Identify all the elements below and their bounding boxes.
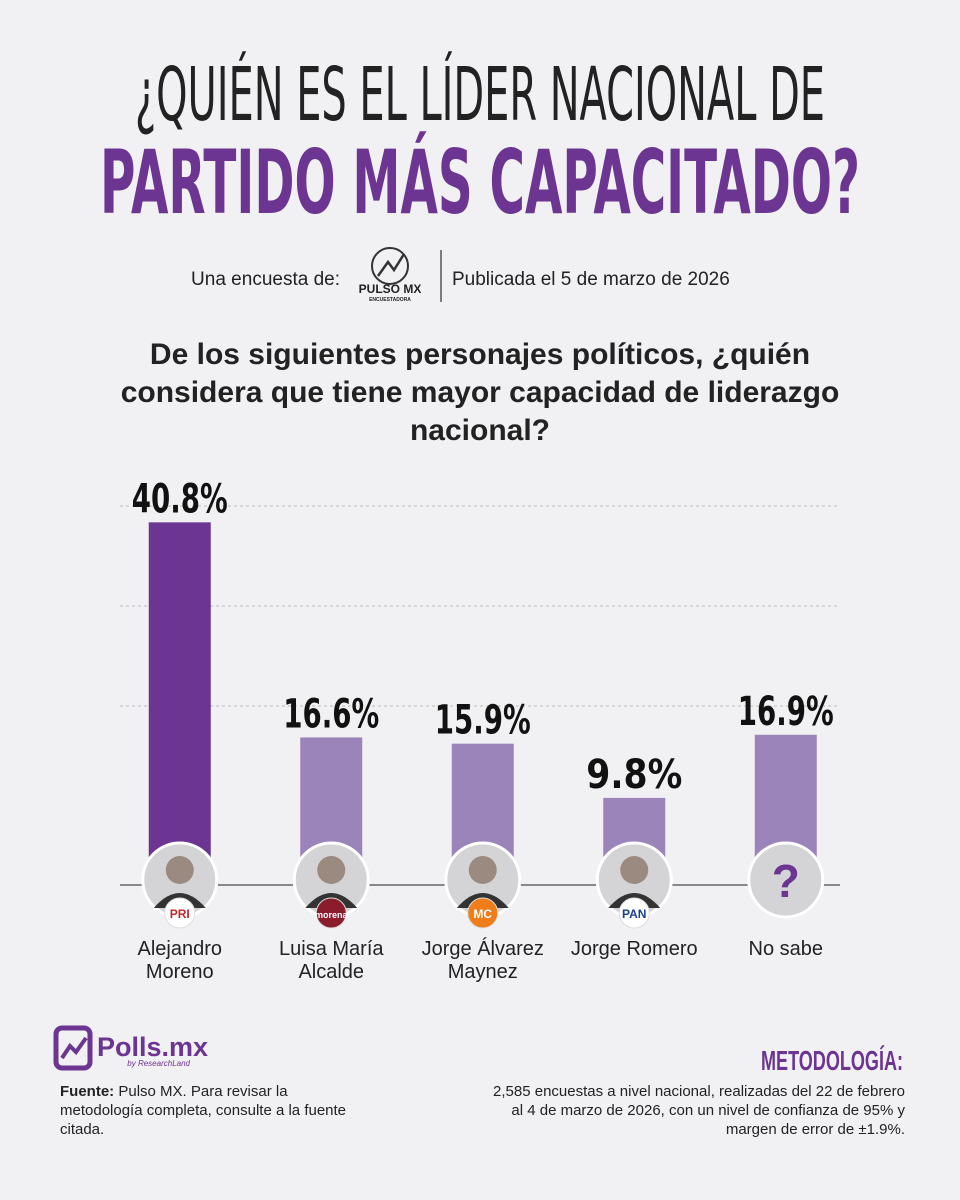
pollster-logo-arrow <box>376 253 406 277</box>
party-badge <box>618 897 650 929</box>
unknown-icon: ? <box>772 855 800 907</box>
category-label: Luisa María Alcalde <box>279 938 384 983</box>
source: Fuente: Pulso MX. Para revisar la metodo… <box>60 1082 360 1139</box>
brand-logo-line <box>60 1036 88 1060</box>
brand: Polls.mx <box>97 1032 208 1062</box>
title-line2: PARTIDO MÁS CAPACITADO? <box>100 131 860 234</box>
category-label: Alejandro Moreno <box>137 938 222 983</box>
survey-by: Una encuesta de: <box>191 269 340 290</box>
question: De los siguientes personajes políticos, … <box>120 338 840 447</box>
pollster-sub: ENCUESTADORA <box>369 297 411 303</box>
value-label: 16.6% <box>283 691 379 737</box>
party-badge <box>467 897 499 929</box>
photo-head <box>468 856 497 884</box>
brand-sub: by ResearchLand <box>127 1059 190 1068</box>
party-badge <box>315 897 347 929</box>
category-label: Jorge Romero <box>570 938 698 960</box>
value-label: 15.9% <box>435 698 531 744</box>
photo-head <box>317 856 346 884</box>
photo <box>747 841 825 919</box>
grid <box>120 505 840 707</box>
party-label: morena <box>315 910 349 920</box>
published: Publicada el 5 de marzo de 2026 <box>452 269 730 290</box>
bar <box>148 522 211 885</box>
photo-head <box>165 856 194 884</box>
source-label: Fuente: <box>60 1083 115 1100</box>
party-badge <box>164 897 196 929</box>
methodology: 2,585 encuestas a nivel nacional, realiz… <box>493 1083 905 1138</box>
category-label: Jorge Álvarez Maynez <box>421 938 544 983</box>
source-text: Pulso MX. Para revisar la metodología co… <box>60 1083 347 1138</box>
brand-logo <box>53 1025 93 1071</box>
party-label: PAN <box>622 907 646 921</box>
value-label: 16.9% <box>738 689 834 735</box>
value-label: 9.8% <box>586 752 682 798</box>
party-label: MC <box>473 907 492 921</box>
pollster-name: PULSO MX <box>359 282 422 296</box>
methodology-title: METODOLOGÍA: <box>761 1045 903 1076</box>
pollster-logo <box>371 247 409 285</box>
title-line1: ¿QUIÉN ES EL LÍDER NACIONAL DE <box>135 50 825 138</box>
value-label: 40.8% <box>132 476 228 522</box>
photo-head <box>620 856 649 884</box>
party-label: PRI <box>170 907 190 921</box>
category-label: No sabe <box>748 938 824 960</box>
